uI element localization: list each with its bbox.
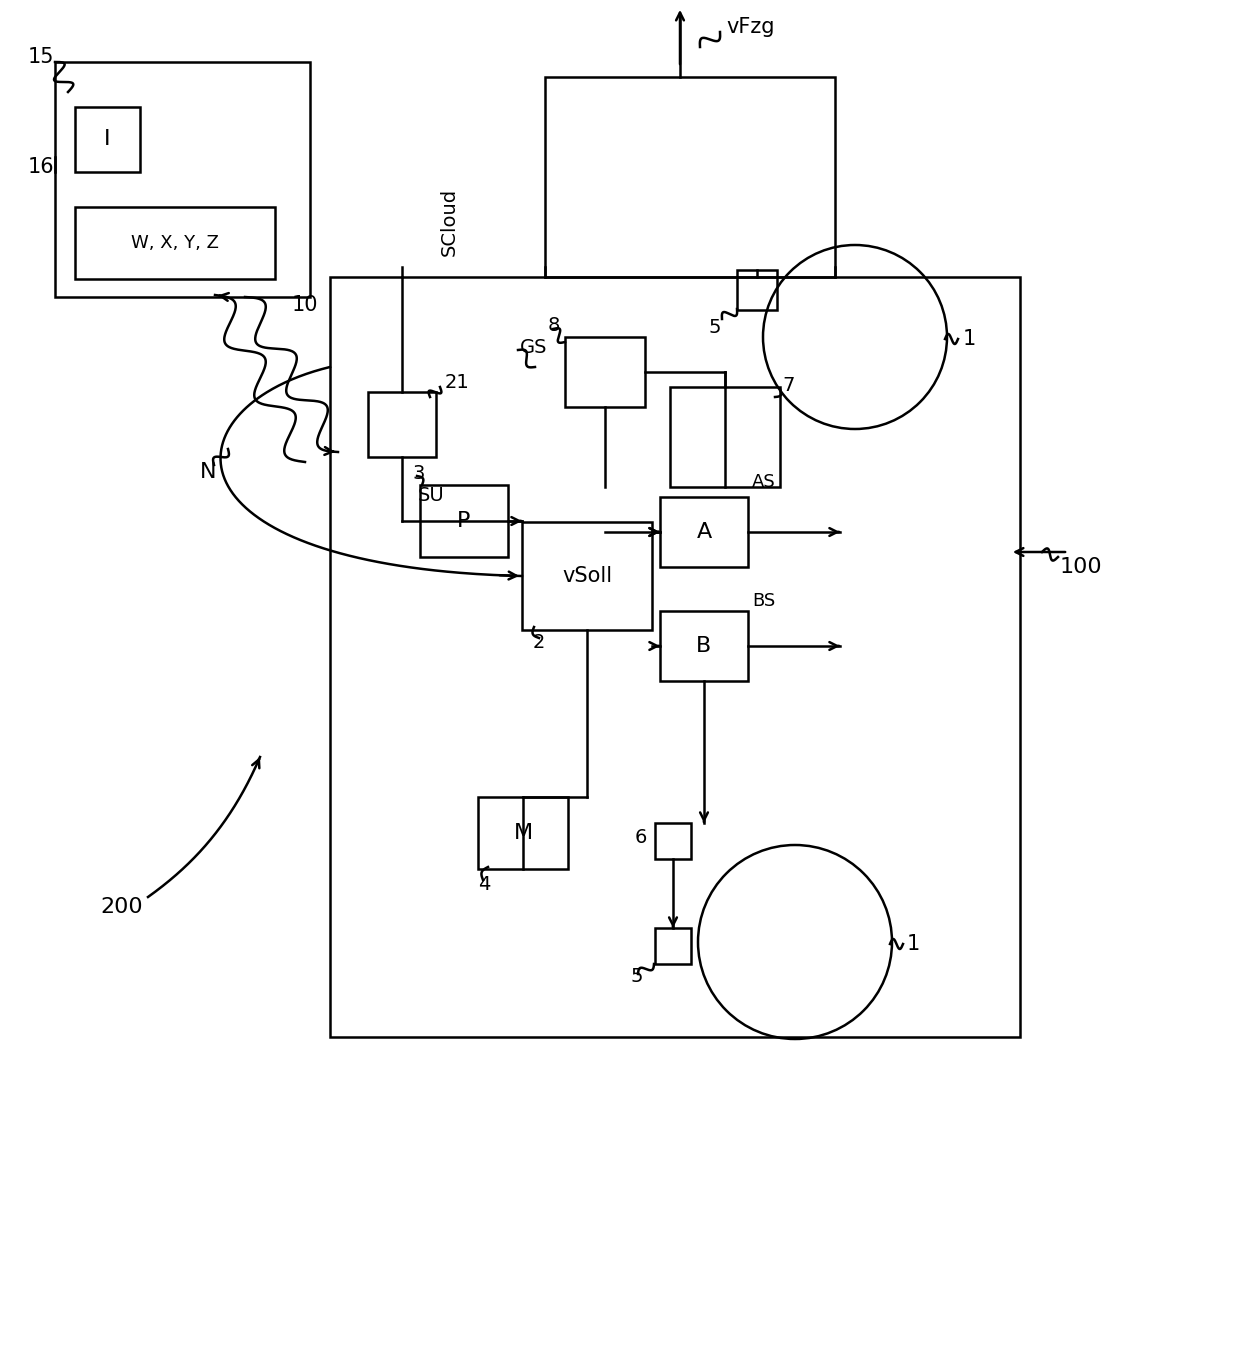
Bar bbox=[737, 270, 777, 309]
Bar bbox=[660, 611, 748, 681]
Text: 10: 10 bbox=[291, 294, 319, 315]
Text: I: I bbox=[104, 129, 110, 149]
Bar bbox=[522, 522, 652, 630]
Text: W, X, Y, Z: W, X, Y, Z bbox=[131, 233, 219, 252]
Text: P: P bbox=[458, 512, 471, 531]
Bar bbox=[330, 277, 1021, 1037]
Text: BS: BS bbox=[751, 592, 775, 611]
Text: 4: 4 bbox=[477, 875, 490, 894]
Text: 21: 21 bbox=[445, 373, 470, 392]
Text: 15: 15 bbox=[29, 47, 55, 66]
Text: 16: 16 bbox=[29, 157, 55, 176]
Bar bbox=[368, 392, 436, 457]
Text: 100: 100 bbox=[1060, 556, 1102, 577]
Text: 7: 7 bbox=[782, 376, 795, 395]
Bar bbox=[655, 822, 691, 859]
Bar bbox=[74, 208, 275, 280]
Bar bbox=[655, 928, 691, 963]
Bar bbox=[74, 107, 140, 172]
Bar bbox=[670, 387, 780, 487]
Text: vFzg: vFzg bbox=[725, 18, 775, 37]
Text: M: M bbox=[513, 822, 532, 843]
Text: 5: 5 bbox=[708, 318, 720, 337]
Text: 3: 3 bbox=[412, 464, 424, 483]
Text: A: A bbox=[697, 522, 712, 541]
Text: B: B bbox=[697, 636, 712, 655]
Bar bbox=[477, 797, 568, 868]
Text: vSoll: vSoll bbox=[562, 566, 613, 586]
Text: SU: SU bbox=[418, 486, 445, 505]
Text: GS: GS bbox=[520, 338, 548, 357]
Bar bbox=[546, 77, 835, 277]
Bar bbox=[420, 484, 508, 556]
Text: 1: 1 bbox=[963, 328, 976, 349]
Text: 8: 8 bbox=[548, 315, 560, 334]
Text: N: N bbox=[200, 461, 217, 482]
Text: 5: 5 bbox=[630, 968, 642, 987]
Text: AS: AS bbox=[751, 474, 776, 491]
Text: 1: 1 bbox=[906, 934, 920, 954]
Bar bbox=[55, 62, 310, 297]
Bar bbox=[565, 337, 645, 407]
Text: 200: 200 bbox=[100, 897, 143, 917]
Text: 6: 6 bbox=[635, 828, 647, 847]
Text: 2: 2 bbox=[533, 632, 546, 651]
Text: SCloud: SCloud bbox=[440, 187, 459, 256]
Bar bbox=[660, 497, 748, 567]
